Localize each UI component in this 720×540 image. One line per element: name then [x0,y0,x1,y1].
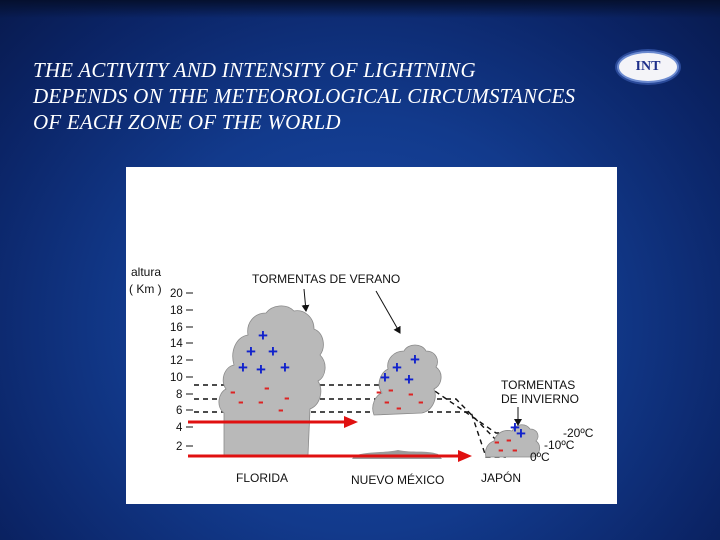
y-axis-ticks: 20 18 16 14 12 10 8 6 4 2 [170,288,193,453]
charge-plus: + [256,360,266,379]
charge-minus: - [418,392,424,411]
region-japon: JAPÓN [481,470,521,485]
charge-plus: + [404,370,414,389]
charge-plus: + [258,326,268,345]
title-line-2: DEPENDS ON THE METEOROLOGICAL CIRCUMSTAN… [33,84,576,108]
diagram-canvas: altura ( Km ) 20 18 16 14 12 10 8 6 4 2 [129,265,594,487]
charge-minus: - [498,440,504,459]
charge-minus: - [408,384,414,403]
tick-4: 4 [176,422,183,434]
charge-plus: + [380,368,390,387]
charge-plus: + [392,358,402,377]
summer-storms-label: TORMENTAS DE VERANO [252,272,400,286]
tick-12: 12 [170,355,183,367]
charge-plus: + [268,342,278,361]
charge-minus: - [396,398,402,417]
tick-8: 8 [176,389,182,401]
pointer-to-florida [301,288,310,312]
charge-minus: - [512,440,518,459]
charge-minus: - [264,378,270,397]
region-florida: FLORIDA [236,471,288,485]
axis-label-altura: altura [131,265,161,279]
arrow-head-upper [344,416,358,428]
nuevo-mexico-cloud [372,344,442,416]
title-line-1: THE ACTIVITY AND INTENSITY OF LIGHTNING [33,58,476,82]
charge-plus: + [246,342,256,361]
japon-charges: + + - - - - [494,418,526,459]
nuevo-mexico-charges: + + + + - - - - - - [376,350,424,417]
red-arrows [188,416,472,462]
florida-charges: + + + + + + - - - - - - [230,326,290,419]
slide-title: THE ACTIVITY AND INTENSITY OF LIGHTNING … [33,57,673,135]
int-logo-badge: INT [617,51,679,83]
charge-minus: - [238,392,244,411]
charge-minus: - [506,430,512,449]
tick-18: 18 [170,305,183,317]
temp-minus20: -20ºC [563,426,594,440]
region-nuevo-mexico: NUEVO MÉXICO [351,472,444,487]
charge-plus: + [510,418,520,437]
temp-0: 0ºC [530,450,550,464]
charge-plus: + [280,358,290,377]
tick-16: 16 [170,322,183,334]
tick-10: 10 [170,372,183,384]
charge-minus: - [376,382,382,401]
tick-20: 20 [170,288,183,300]
top-band [0,0,720,18]
winter-storms-label-1: TORMENTAS [501,378,575,392]
charge-plus: + [238,358,248,377]
lightning-diagram: altura ( Km ) 20 18 16 14 12 10 8 6 4 2 [126,167,617,504]
charge-minus: - [284,388,290,407]
tick-2: 2 [176,441,182,453]
tick-6: 6 [176,405,182,417]
temp-minus10: -10ºC [544,438,575,452]
tick-14: 14 [170,338,183,350]
axis-label-km: ( Km ) [129,282,162,296]
charge-minus: - [230,382,236,401]
japon-cloud [485,424,540,458]
winter-storms-label-2: DE INVIERNO [501,392,579,406]
charge-plus: + [410,350,420,369]
arrow-head-lower [458,450,472,462]
charge-minus: - [384,392,390,411]
charge-minus: - [278,400,284,419]
charge-minus: - [494,432,500,451]
title-line-3: OF EACH ZONE OF THE WORLD [33,110,341,134]
charge-plus: + [516,424,526,443]
florida-cloud [218,305,326,456]
charge-minus: - [388,380,394,399]
pointer-to-nuevo-mexico [375,290,401,334]
charge-minus: - [258,392,264,411]
